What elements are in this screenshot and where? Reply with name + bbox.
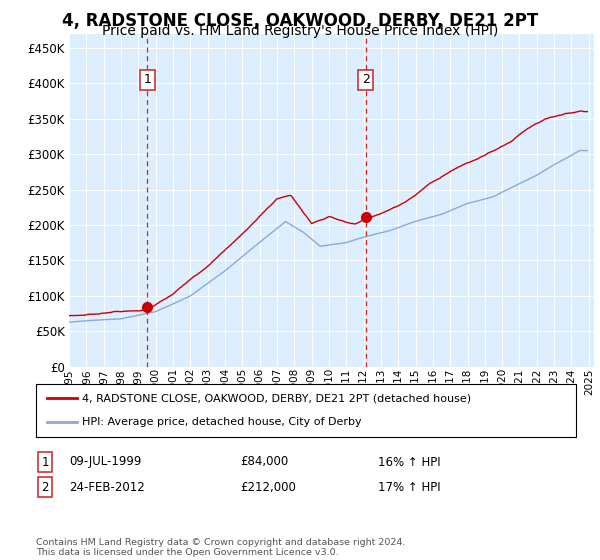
Text: 09-JUL-1999: 09-JUL-1999 xyxy=(69,455,142,469)
Text: Contains HM Land Registry data © Crown copyright and database right 2024.
This d: Contains HM Land Registry data © Crown c… xyxy=(36,538,406,557)
Text: 2: 2 xyxy=(41,480,49,494)
Text: HPI: Average price, detached house, City of Derby: HPI: Average price, detached house, City… xyxy=(82,417,362,427)
FancyBboxPatch shape xyxy=(36,384,576,437)
Text: 17% ↑ HPI: 17% ↑ HPI xyxy=(378,480,440,494)
Text: 4, RADSTONE CLOSE, OAKWOOD, DERBY, DE21 2PT (detached house): 4, RADSTONE CLOSE, OAKWOOD, DERBY, DE21 … xyxy=(82,394,471,404)
Text: 2: 2 xyxy=(362,73,370,86)
Text: £212,000: £212,000 xyxy=(240,480,296,494)
Text: 1: 1 xyxy=(41,455,49,469)
Text: 24-FEB-2012: 24-FEB-2012 xyxy=(69,480,145,494)
Text: £84,000: £84,000 xyxy=(240,455,288,469)
Text: Price paid vs. HM Land Registry's House Price Index (HPI): Price paid vs. HM Land Registry's House … xyxy=(102,24,498,38)
Text: 1: 1 xyxy=(143,73,151,86)
Text: 16% ↑ HPI: 16% ↑ HPI xyxy=(378,455,440,469)
Text: 4, RADSTONE CLOSE, OAKWOOD, DERBY, DE21 2PT: 4, RADSTONE CLOSE, OAKWOOD, DERBY, DE21 … xyxy=(62,12,538,30)
